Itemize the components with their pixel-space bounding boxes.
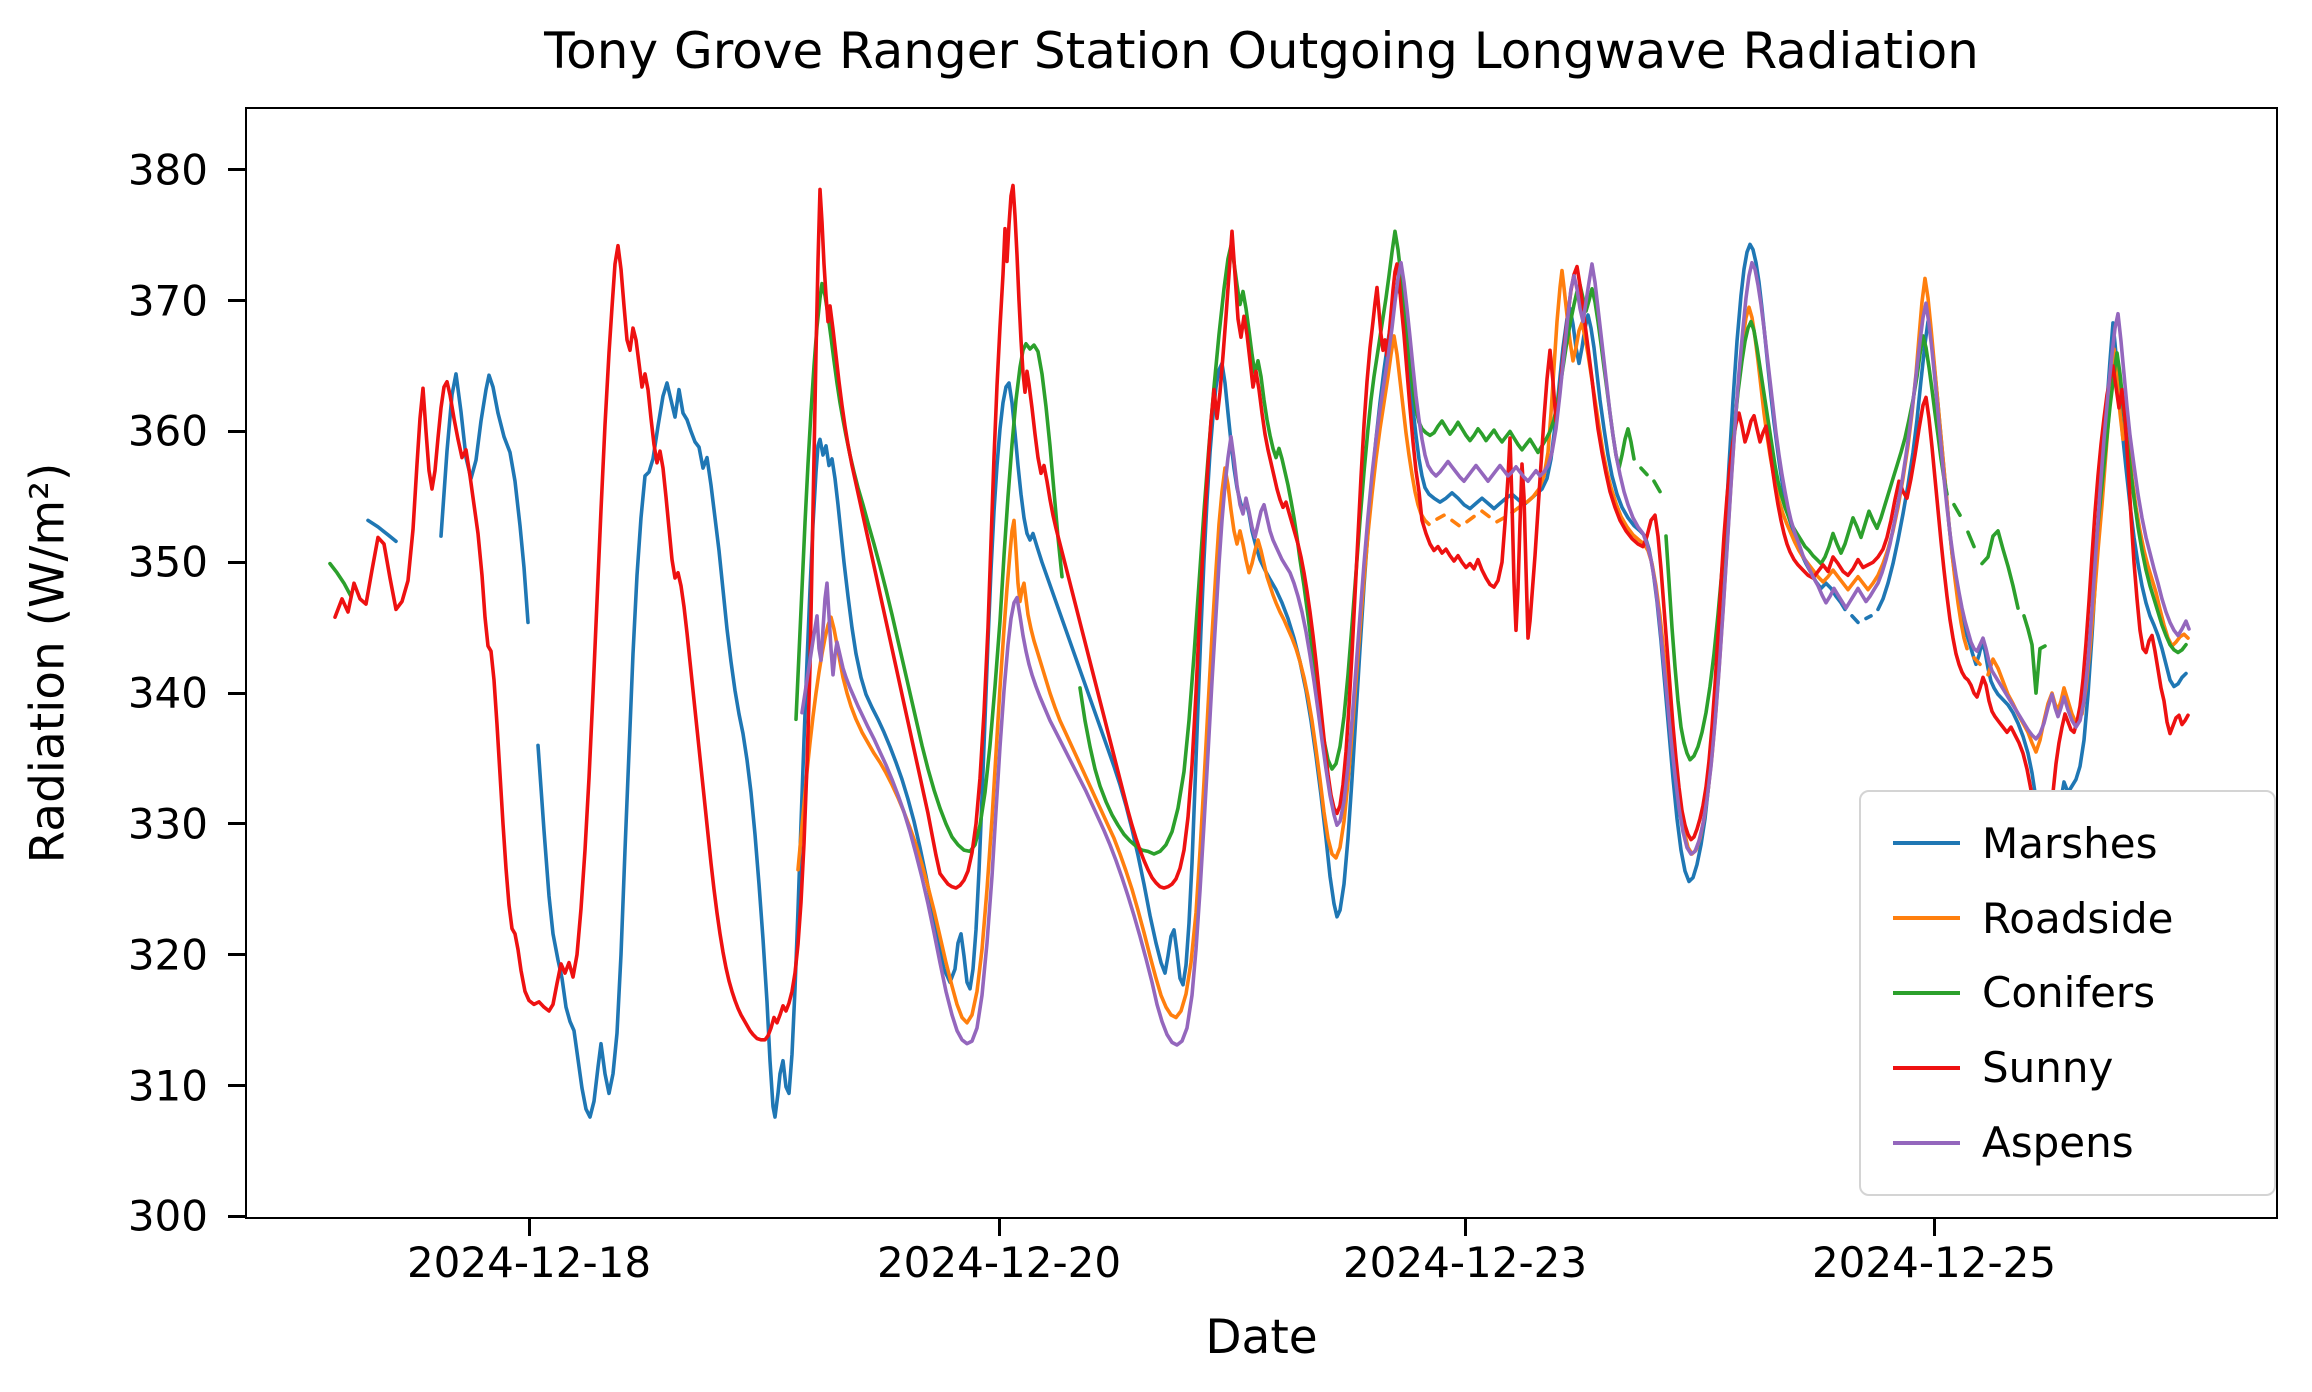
x-tick-mark xyxy=(997,1219,1001,1236)
legend-label: Sunny xyxy=(1982,1043,2114,1093)
series-line-conifers xyxy=(1980,529,2020,610)
series-line-conifers xyxy=(2088,351,2188,655)
series-line-roadside xyxy=(1465,514,1476,524)
series-line-roadside xyxy=(1495,515,1506,524)
legend-label: Roadside xyxy=(1982,893,2174,943)
series-line-roadside xyxy=(796,334,1431,1025)
y-tick-mark xyxy=(228,560,245,564)
series-line-conifers xyxy=(1966,530,1976,549)
y-tick-label: 360 xyxy=(127,406,208,456)
legend-label: Marshes xyxy=(1982,818,2158,868)
y-tick-mark xyxy=(228,822,245,826)
series-line-roadside xyxy=(1480,509,1491,519)
y-tick-mark xyxy=(228,429,245,433)
legend-item-aspens: Aspens xyxy=(1861,1108,2274,1178)
x-tick-mark xyxy=(527,1219,531,1236)
y-tick-mark xyxy=(228,168,245,172)
series-line-marshes xyxy=(366,518,398,544)
legend-item-roadside: Roadside xyxy=(1861,883,2274,953)
series-line-roadside xyxy=(1525,268,1969,856)
series-line-conifers xyxy=(2022,614,2047,695)
series-line-roadside xyxy=(1435,513,1446,521)
y-tick-label: 370 xyxy=(127,276,208,326)
sunny-line-swatch xyxy=(1893,1065,1960,1070)
series-line-conifers xyxy=(1952,502,1962,518)
roadside-line-swatch xyxy=(1893,916,1960,921)
conifers-line-swatch xyxy=(1893,990,1960,995)
x-tick-label: 2024-12-25 xyxy=(1811,1238,2057,1287)
x-tick-mark xyxy=(1932,1219,1936,1236)
series-line-conifers xyxy=(1652,479,1662,494)
legend-item-conifers: Conifers xyxy=(1861,958,2274,1028)
legend: Marshes Roadside Conifers Sunny Aspens xyxy=(1859,790,2276,1196)
y-tick-label: 340 xyxy=(127,668,208,718)
series-line-conifers xyxy=(328,561,353,599)
y-tick-mark xyxy=(228,299,245,303)
y-tick-mark xyxy=(228,953,245,957)
series-line-aspens xyxy=(800,260,2191,1047)
x-tick-mark xyxy=(1463,1219,1467,1236)
aspens-line-swatch xyxy=(1893,1140,1960,1145)
series-line-conifers xyxy=(1664,319,1949,762)
y-tick-label: 380 xyxy=(127,145,208,195)
legend-label: Conifers xyxy=(1982,968,2156,1018)
series-line-conifers xyxy=(1639,466,1649,477)
legend-item-sunny: Sunny xyxy=(1861,1033,2274,1103)
y-tick-label: 320 xyxy=(127,930,208,980)
series-line-sunny xyxy=(333,183,2190,1042)
y-tick-label: 310 xyxy=(127,1061,208,1111)
x-axis-label: Date xyxy=(1205,1310,1318,1365)
y-tick-label: 300 xyxy=(127,1191,208,1241)
y-tick-label: 330 xyxy=(127,799,208,849)
series-line-marshes xyxy=(439,372,530,625)
legend-item-marshes: Marshes xyxy=(1861,808,2274,878)
series-line-marshes xyxy=(1850,614,1860,625)
y-tick-mark xyxy=(228,1084,245,1088)
chart-title: Tony Grove Ranger Station Outgoing Longw… xyxy=(544,22,1979,80)
y-tick-mark xyxy=(228,1214,245,1218)
marshes-line-swatch xyxy=(1893,841,1960,846)
series-line-roadside xyxy=(1972,655,1982,667)
x-tick-label: 2024-12-18 xyxy=(406,1238,652,1287)
series-line-marshes xyxy=(1864,614,1873,621)
x-tick-label: 2024-12-23 xyxy=(1342,1238,1588,1287)
y-tick-mark xyxy=(228,691,245,695)
y-tick-label: 350 xyxy=(127,537,208,587)
series-line-roadside xyxy=(1450,518,1461,528)
x-tick-label: 2024-12-20 xyxy=(876,1238,1122,1287)
plot-area xyxy=(245,107,2278,1219)
series-line-roadside xyxy=(1986,657,2077,754)
legend-label: Aspens xyxy=(1982,1118,2134,1168)
